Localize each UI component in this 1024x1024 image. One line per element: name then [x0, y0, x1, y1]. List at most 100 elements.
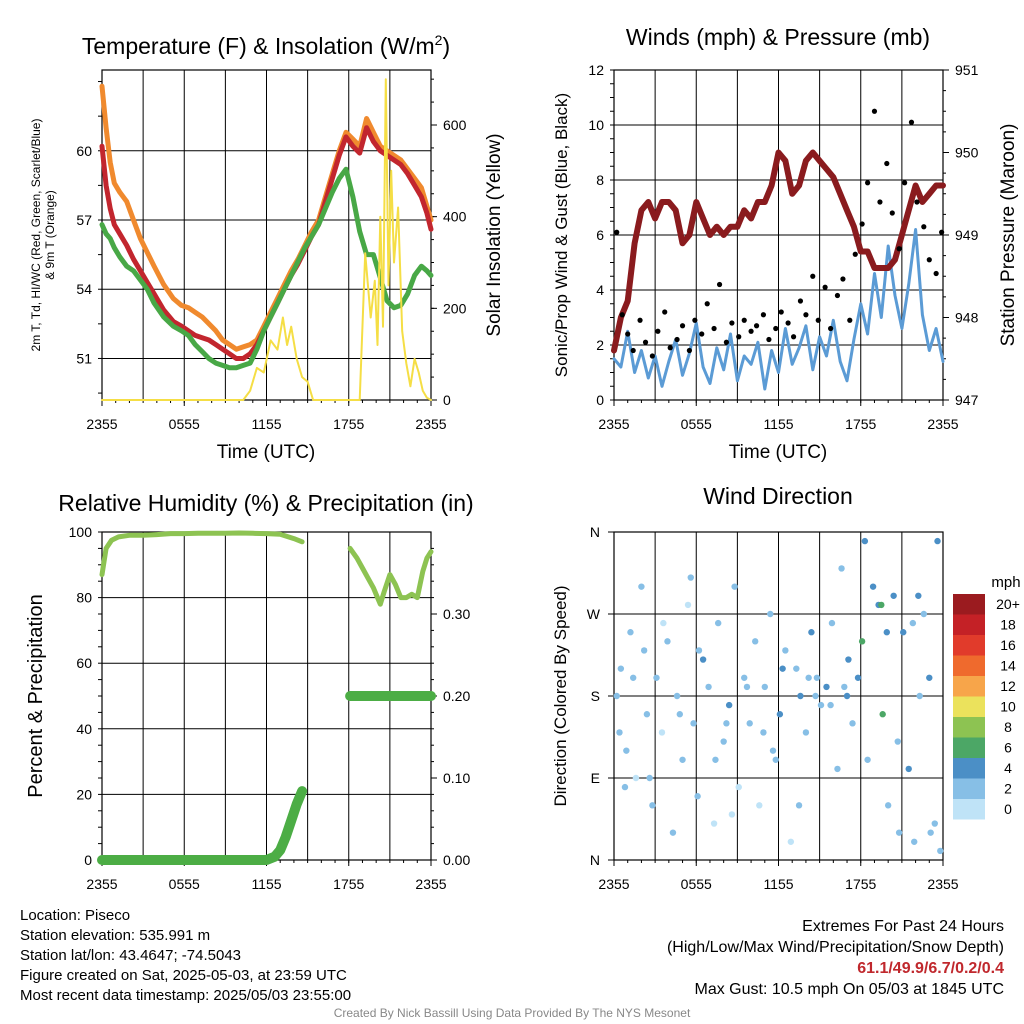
extremes-title: Extremes For Past 24 Hours: [802, 918, 1004, 935]
direction-point: [649, 802, 656, 809]
direction-point: [653, 674, 660, 681]
temperature-ytick-label: 51: [76, 350, 92, 366]
direction-point: [894, 738, 901, 745]
winds-series-1: [611, 149, 946, 354]
direction-point: [673, 692, 681, 700]
direction-point: [741, 674, 748, 681]
direction-point: [858, 638, 866, 645]
direction-point: [629, 674, 637, 681]
legend-swatch: [953, 778, 985, 799]
temperature-ylabel-left-1: 2m T, Td, HI/WC (Red, Green, Scarlet/Blu…: [29, 119, 43, 352]
humidity-ytick-label: 20: [76, 786, 92, 802]
wind-direction-ylabel: Direction (Colored By Speed): [551, 585, 570, 806]
direction-point: [658, 729, 666, 736]
gust-point: [729, 320, 735, 326]
direction-point: [690, 720, 697, 727]
gust-point: [748, 328, 754, 334]
gust-point: [847, 317, 853, 323]
legend-swatch: [953, 799, 985, 820]
direction-point: [931, 820, 938, 827]
legend-swatch: [953, 655, 985, 676]
wind-direction-ytick-label: S: [591, 688, 600, 704]
pressure-ytick-label: 951: [955, 62, 979, 78]
wind-direction-ytick-label: N: [590, 852, 600, 868]
temperature-xlabel: Time (UTC): [217, 442, 316, 463]
direction-point: [632, 774, 640, 782]
winds-series-0: [612, 228, 945, 391]
direction-point: [684, 601, 692, 609]
direction-point: [900, 629, 907, 636]
gust-point: [939, 229, 945, 235]
direction-point: [710, 820, 718, 827]
wind-direction-xtick-label: 1755: [845, 876, 876, 892]
direction-point: [793, 665, 800, 672]
humidity-xtick-label: 0555: [169, 876, 200, 892]
legend-label: 14: [1000, 658, 1016, 674]
temperature-xtick-label: 2355: [86, 416, 117, 432]
gust-point: [674, 336, 680, 343]
gust-point: [649, 353, 655, 359]
direction-point: [731, 583, 738, 590]
direction-point: [694, 793, 701, 800]
gust-point: [614, 229, 620, 235]
humidity-xtick-label: 2355: [86, 876, 117, 892]
pressure-ytick-label: 948: [955, 310, 979, 326]
gust-point: [810, 273, 816, 279]
wind-direction-xtick-label: 2355: [598, 876, 629, 892]
direction-point: [864, 756, 871, 763]
legend-swatch: [953, 635, 985, 656]
winds-title: Winds (mph) & Pressure (mb): [626, 24, 930, 50]
direction-point: [640, 647, 648, 654]
insolation-ytick-label: 400: [443, 209, 467, 225]
gust-point: [908, 119, 915, 125]
gust-point: [926, 257, 932, 263]
gust-point: [914, 199, 920, 205]
insolation-ytick-label: 0: [443, 392, 451, 408]
direction-point: [841, 683, 848, 691]
gust-point: [723, 339, 730, 345]
winds-ylabel-left: Sonic/Prop Wind & Gust (Blue, Black): [552, 93, 571, 377]
direction-point: [849, 720, 856, 727]
legend-label: 12: [1000, 678, 1016, 694]
legend-swatch: [953, 737, 985, 758]
gust-point: [655, 328, 661, 334]
created-text: Figure created on Sat, 2025-05-03, at 23…: [20, 967, 347, 984]
direction-point: [883, 629, 890, 636]
gust-point: [667, 345, 673, 351]
gust-point: [760, 312, 767, 318]
gust-point: [642, 339, 649, 345]
direction-point: [861, 537, 869, 545]
winds-ytick-label: 2: [596, 337, 604, 353]
legend-title: mph: [991, 574, 1020, 591]
wind-direction-title: Wind Direction: [703, 483, 853, 509]
wind-direction-ytick-label: N: [590, 524, 600, 540]
direction-point: [854, 674, 862, 681]
legend-swatch: [953, 676, 985, 697]
direction-point: [813, 674, 821, 681]
direction-point: [621, 783, 629, 791]
humidity-series-0: [99, 530, 305, 578]
insolation-ytick-label: 200: [443, 300, 467, 316]
precip-ytick-label: 0.30: [443, 606, 470, 622]
direction-point: [714, 619, 722, 627]
temperature-xtick-label: 1155: [251, 416, 281, 432]
gust-point: [884, 160, 890, 167]
legend-label: 0: [1004, 801, 1012, 817]
gust-point: [852, 251, 858, 257]
gust-point: [871, 108, 878, 114]
extremes-values: 61.1/49.9/6.7/0.2/0.4: [857, 960, 1004, 977]
legend-swatch: [953, 717, 985, 738]
temperature-ylabel-left-2: & 9m T (Orange): [43, 190, 57, 280]
direction-point: [838, 565, 845, 572]
temperature-series-3: [101, 78, 432, 401]
extremes-subtitle: (High/Low/Max Wind/Precipitation/Snow De…: [666, 939, 1004, 956]
gust-point: [834, 292, 841, 299]
winds-panel: Winds (mph) & Pressure (mb) Time (UTC) S…: [552, 24, 1019, 463]
winds-ytick-label: 0: [596, 392, 604, 408]
gust-point: [704, 301, 710, 307]
pressure-ytick-label: 947: [955, 392, 979, 408]
temperature-xtick-label: 1755: [333, 416, 364, 432]
direction-point: [895, 829, 903, 836]
gust-point: [896, 246, 902, 252]
direction-point: [695, 647, 703, 654]
